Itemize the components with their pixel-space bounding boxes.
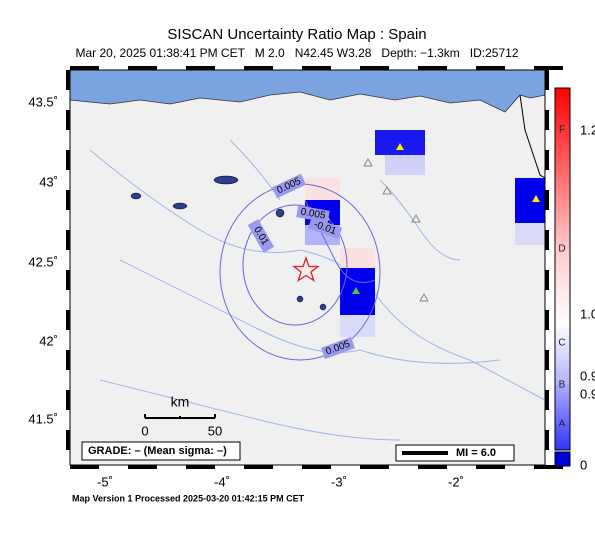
grade-letter: F: [559, 125, 565, 136]
colorbar: [554, 87, 571, 451]
lat-label: 42.5˚: [28, 254, 58, 269]
colorbar-label: 0.9: [580, 386, 595, 401]
frame-seg: [545, 430, 549, 450]
colorbar-label: 0.9: [580, 368, 595, 383]
frame-seg: [70, 465, 99, 469]
colorbar-label: 0: [580, 457, 587, 472]
frame-seg: [66, 190, 70, 210]
frame-seg: [66, 110, 70, 130]
frame-seg: [418, 66, 447, 70]
lat-label: 43.5˚: [28, 94, 58, 109]
frame-seg: [66, 350, 70, 370]
subtitle: Mar 20, 2025 01:38:41 PM CET M 2.0 N42.4…: [75, 46, 518, 60]
frame-seg: [545, 350, 549, 370]
frame-seg: [128, 66, 157, 70]
lon-label: -3˚: [331, 474, 347, 489]
frame-seg: [545, 70, 549, 90]
frame-seg: [128, 465, 157, 469]
scale-bar: [144, 414, 216, 419]
frame-seg: [360, 66, 389, 70]
grade-text: GRADE: – (Mean sigma: –): [88, 445, 227, 457]
lon-label: -5˚: [97, 474, 113, 489]
frame-seg: [360, 465, 389, 469]
magnitude-box: [395, 444, 515, 462]
frame-seg: [66, 270, 70, 290]
grade-box: [81, 441, 241, 461]
contour-label-bg: [247, 219, 275, 253]
lat-label: 43˚: [39, 174, 58, 189]
frame-seg: [66, 310, 70, 330]
contour-label-bg: [271, 173, 307, 199]
frame-seg: [66, 430, 70, 450]
frame-seg: [476, 465, 505, 469]
grade-letter: A: [559, 419, 566, 430]
frame-seg: [186, 465, 215, 469]
contour-label-bg: [296, 205, 330, 223]
title: SISCAN Uncertainty Ratio Map : Spain: [167, 26, 426, 43]
frame-seg: [545, 110, 549, 130]
frame-seg: [244, 66, 273, 70]
contour-label-bg: [307, 216, 343, 240]
epicenter: [292, 256, 320, 283]
frame-seg: [66, 70, 70, 90]
lat-label: 41.5˚: [28, 411, 58, 426]
frame-seg: [545, 390, 549, 410]
frame-seg: [186, 66, 215, 70]
colorbar-low: [554, 451, 571, 467]
contour-label: 0.005: [296, 205, 330, 223]
frame-seg: [244, 465, 273, 469]
scale-tick: 0: [141, 423, 148, 438]
magnitude-text: MI = 6.0: [456, 447, 496, 459]
frame-seg: [545, 150, 549, 170]
lon-label: -4˚: [214, 474, 230, 489]
frame-seg: [302, 465, 331, 469]
frame-seg: [66, 150, 70, 170]
frame-seg: [545, 230, 549, 250]
colorbar-label: 1.0: [580, 306, 595, 321]
footer: Map Version 1 Processed 2025-03-20 01:42…: [72, 493, 305, 503]
contour-label-text: 0.005: [300, 207, 327, 222]
colorbar-label: 1.2: [580, 122, 595, 137]
frame-seg: [534, 465, 563, 469]
frame-seg: [534, 66, 563, 70]
frame-seg: [70, 66, 99, 70]
lat-label: 42˚: [39, 333, 58, 348]
grade-letter: D: [558, 244, 565, 255]
frame-seg: [545, 310, 549, 330]
frame-seg: [476, 66, 505, 70]
scale-tick: 50: [208, 423, 222, 438]
frame-seg: [545, 270, 549, 290]
grade-letter: B: [559, 380, 566, 391]
grade-letter: C: [558, 338, 565, 349]
frame-seg: [66, 390, 70, 410]
lon-label: -2˚: [448, 474, 464, 489]
frame-seg: [302, 66, 331, 70]
frame-seg: [418, 465, 447, 469]
contour-label-bg: [320, 336, 356, 360]
frame-seg: [66, 230, 70, 250]
scale-unit: km: [171, 394, 190, 410]
frame-seg: [545, 190, 549, 210]
